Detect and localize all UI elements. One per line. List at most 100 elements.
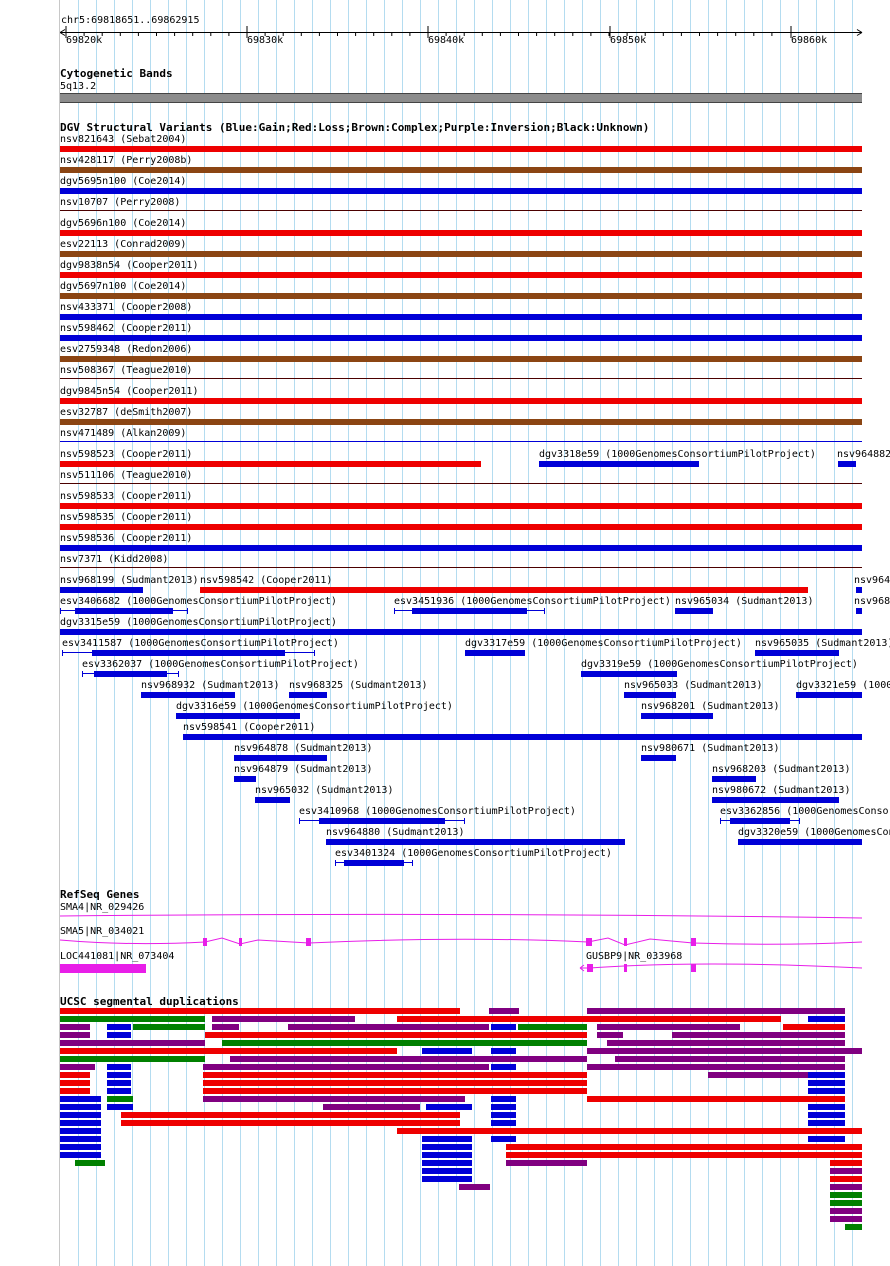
dgv-feature-label[interactable]: esv3451936 (1000GenomesConsortiumPilotPr… [394,596,671,607]
dgv-feature-bar[interactable] [641,755,676,761]
dgv-feature-bar[interactable] [141,692,235,698]
dgv-feature-bar[interactable] [581,671,677,677]
dgv-feature-label[interactable]: nsv980672 (Sudmant2013) [712,785,851,796]
dgv-feature-bar[interactable] [60,587,143,593]
gene-label-loc441081[interactable]: LOC441081|NR_073404 [60,951,175,962]
dgv-feature-bar[interactable] [234,755,327,761]
dgv-feature-label[interactable]: dgv3321e59 (1000 [796,680,890,691]
dgv-feature-label[interactable]: nsv965034 (Sudmant2013) [675,596,814,607]
dgv-feature-label[interactable]: esv3406682 (1000GenomesConsortiumPilotPr… [60,596,337,607]
dgv-feature-label[interactable]: esv2759348 (Redon2006) [60,344,193,355]
dgv-feature-bar[interactable] [60,146,862,152]
dgv-feature-label[interactable]: nsv471489 (Alkan2009) [60,428,187,439]
dgv-feature-bar[interactable] [60,293,862,299]
dgv-feature-label[interactable]: esv3362856 (1000GenomesConsor [720,806,890,817]
refseq-track-title[interactable]: RefSeq Genes [60,888,140,901]
dgv-feature-bar[interactable] [60,461,481,467]
dgv-feature-label[interactable]: nsv965035 (Sudmant2013) [755,638,890,649]
dgv-feature-bar[interactable] [60,314,862,320]
dgv-feature-bar[interactable] [856,587,862,593]
dgv-feature-label[interactable]: nsv10707 (Perry2008) [60,197,181,208]
dgv-feature-label[interactable]: nsv598536 (Cooper2011) [60,533,193,544]
dgv-feature-bar[interactable] [675,608,713,614]
dgv-feature-bar[interactable] [60,503,862,509]
dgv-feature-label[interactable]: esv3411587 (1000GenomesConsortiumPilotPr… [62,638,339,649]
dgv-feature-bar[interactable] [318,818,446,824]
dgv-feature-bar[interactable] [60,378,862,379]
dgv-feature-label[interactable]: dgv5696n100 (Coe2014) [60,218,187,229]
dgv-feature-bar[interactable] [176,713,300,719]
dgv-feature-label[interactable]: nsv598542 (Cooper2011) [200,575,333,586]
dgv-feature-bar[interactable] [539,461,699,467]
dgv-feature-bar[interactable] [60,272,862,278]
dgv-feature-bar[interactable] [60,251,862,257]
dgv-feature-bar[interactable] [412,608,527,614]
dgv-feature-label[interactable]: esv3401324 (1000GenomesConsortiumPilotPr… [335,848,612,859]
dgv-feature-bar[interactable] [60,419,862,425]
gene-label-gusbp9[interactable]: GUSBP9|NR_033968 [586,951,683,962]
dgv-feature-label[interactable]: dgv9838n54 (Cooper2011) [60,260,199,271]
dgv-feature-bar[interactable] [738,839,862,845]
dgv-feature-bar[interactable] [60,524,862,530]
dgv-feature-label[interactable]: nsv7371 (Kidd2008) [60,554,169,565]
dgv-feature-bar[interactable] [60,230,862,236]
dgv-feature-bar[interactable] [838,461,856,467]
cytoband-bar[interactable] [60,93,862,103]
segdup-track-title[interactable]: UCSC segmental duplications [60,995,239,1008]
cytoband-track-title[interactable]: Cytogenetic Bands [60,67,173,80]
dgv-feature-label[interactable]: nsv968 [854,596,890,607]
dgv-feature-bar[interactable] [712,776,756,782]
dgv-feature-label[interactable]: nsv965032 (Sudmant2013) [255,785,394,796]
dgv-feature-label[interactable]: nsv964880 (Sudmant2013) [326,827,465,838]
dgv-feature-bar[interactable] [60,483,862,484]
dgv-feature-label[interactable]: nsv964879 (Sudmant2013) [234,764,373,775]
dgv-feature-bar[interactable] [729,818,791,824]
dgv-feature-bar[interactable] [93,671,168,677]
gene-label-sma5[interactable]: SMA5|NR_034021 [60,926,145,937]
dgv-feature-label[interactable]: nsv980671 (Sudmant2013) [641,743,780,754]
dgv-feature-label[interactable]: nsv508367 (Teague2010) [60,365,193,376]
dgv-feature-bar[interactable] [92,650,285,656]
dgv-feature-label[interactable]: nsv433371 (Cooper2008) [60,302,193,313]
dgv-feature-label[interactable]: nsv968203 (Sudmant2013) [712,764,851,775]
dgv-feature-bar[interactable] [255,797,290,803]
dgv-feature-bar[interactable] [712,797,839,803]
dgv-feature-bar[interactable] [60,545,862,551]
dgv-feature-bar[interactable] [796,692,862,698]
dgv-feature-bar[interactable] [60,629,862,635]
dgv-feature-label[interactable]: dgv5695n100 (Coe2014) [60,176,187,187]
dgv-feature-label[interactable]: nsv598535 (Cooper2011) [60,512,193,523]
gene-label-sma4[interactable]: SMA4|NR_029426 [60,902,145,913]
dgv-feature-label[interactable]: nsv821643 (Sebat2004) [60,134,187,145]
dgv-feature-label[interactable]: esv3362037 (1000GenomesConsortiumPilotPr… [82,659,359,670]
dgv-feature-label[interactable]: dgv3316e59 (1000GenomesConsortiumPilotPr… [176,701,453,712]
dgv-track-title[interactable]: DGV Structural Variants (Blue:Gain;Red:L… [60,121,650,134]
dgv-feature-label[interactable]: nsv428117 (Perry2008b) [60,155,193,166]
dgv-feature-bar[interactable] [60,356,862,362]
dgv-feature-bar[interactable] [755,650,839,656]
dgv-feature-label[interactable]: nsv511106 (Teague2010) [60,470,193,481]
dgv-feature-bar[interactable] [344,860,404,866]
dgv-feature-label[interactable]: dgv3320e59 (1000GenomesConsor [738,827,890,838]
dgv-feature-bar[interactable] [60,210,862,211]
dgv-feature-label[interactable]: nsv968325 (Sudmant2013) [289,680,428,691]
dgv-feature-label[interactable]: nsv968932 (Sudmant2013) [141,680,280,691]
dgv-feature-label[interactable]: dgv3318e59 (1000GenomesConsortiumPilotPr… [539,449,816,460]
dgv-feature-label[interactable]: nsv598462 (Cooper2011) [60,323,193,334]
dgv-feature-bar[interactable] [60,398,862,404]
dgv-feature-bar[interactable] [60,441,862,442]
dgv-feature-bar[interactable] [624,692,676,698]
dgv-feature-label[interactable]: dgv3319e59 (1000GenomesConsortiumPilotPr… [581,659,858,670]
dgv-feature-label[interactable]: dgv9845n54 (Cooper2011) [60,386,199,397]
dgv-feature-label[interactable]: nsv964 [854,575,890,586]
dgv-feature-label[interactable]: nsv598541 (Cooper2011) [183,722,316,733]
dgv-feature-bar[interactable] [234,776,256,782]
dgv-feature-bar[interactable] [465,650,525,656]
dgv-feature-bar[interactable] [60,167,862,173]
dgv-feature-label[interactable]: dgv3317e59 (1000GenomesConsortiumPilotPr… [465,638,742,649]
dgv-feature-bar[interactable] [75,608,173,614]
dgv-feature-label[interactable]: nsv965033 (Sudmant2013) [624,680,763,691]
dgv-feature-bar[interactable] [60,188,862,194]
dgv-feature-bar[interactable] [200,587,808,593]
dgv-feature-bar[interactable] [60,335,862,341]
